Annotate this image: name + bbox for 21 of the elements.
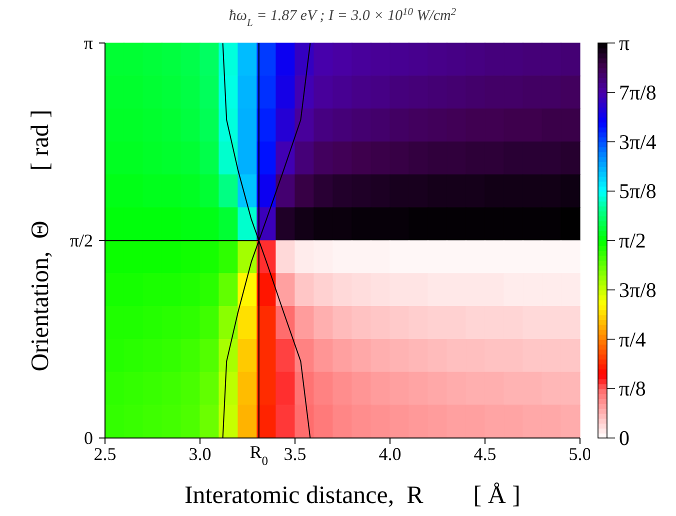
color-bar-label: π/4	[619, 327, 646, 352]
color-bar-label: π/8	[619, 376, 646, 401]
y-tick-label: 0	[84, 428, 93, 448]
x-tick-label: 4.0	[378, 444, 402, 464]
x-tick-label: 3.5	[284, 444, 306, 464]
y-axis-title: Orientation, Θ [ rad ]	[27, 110, 54, 372]
x-tick-label: 3.0	[188, 444, 212, 464]
color-bar-label: 3π/8	[619, 278, 656, 302]
x-tick-label: 4.5	[474, 444, 496, 464]
chart-title: ħω$_{L}$ = 1.87 eV ; I = 3.0 × 10$^{10}$ W/cm$^{2}$	[228, 6, 457, 28]
x-axis-title: Interatomic distance, R [ Å ]	[184, 482, 521, 509]
color-bar-label: π/2	[619, 228, 646, 252]
color-bar-label: 7π/8	[619, 80, 656, 104]
ref-line-label: R$_{0}$	[250, 442, 268, 468]
color-bar-label: 0	[619, 426, 630, 450]
y-tick-label: π/2	[70, 230, 93, 250]
y-tick-label: π	[84, 33, 93, 53]
color-bar-label: π	[619, 31, 630, 55]
color-bar-label: 5π/8	[619, 179, 656, 204]
x-tick-label: 2.5	[94, 444, 116, 464]
color-bar-label: 3π/4	[619, 130, 657, 154]
